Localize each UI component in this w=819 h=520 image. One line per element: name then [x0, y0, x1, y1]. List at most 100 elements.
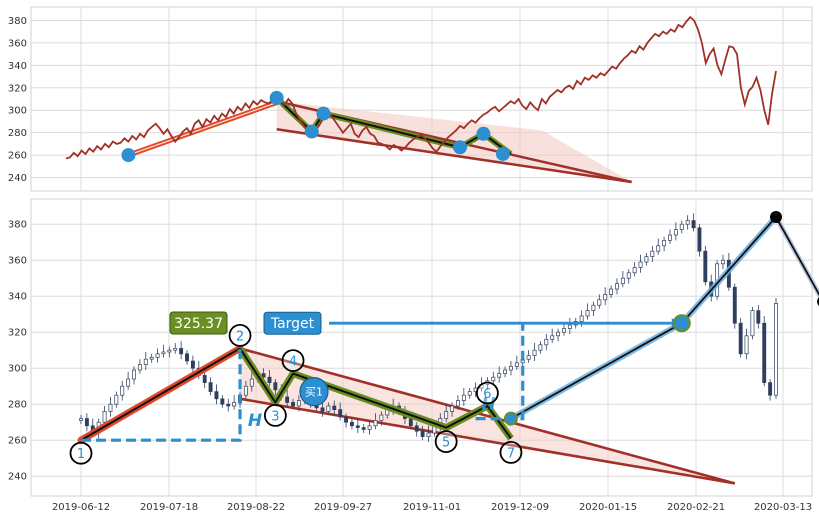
candle-body	[208, 382, 213, 392]
candle-body	[562, 328, 566, 333]
bottom-y-tick-label: 280	[8, 400, 27, 411]
candle-body	[220, 398, 225, 405]
candle-body	[296, 400, 301, 407]
candle-body	[638, 261, 643, 268]
candle-body	[273, 382, 278, 391]
h-label-left: H	[248, 411, 262, 431]
height-dashed-left	[81, 348, 242, 442]
pattern-point-circle	[434, 430, 458, 454]
candle-body	[185, 353, 189, 362]
candle-body	[650, 250, 655, 257]
candle-body	[243, 385, 248, 396]
top-y-tick-label: 260	[8, 151, 27, 162]
target-point	[672, 314, 691, 333]
pattern-point-label: 4	[289, 355, 297, 370]
candle-body	[585, 310, 590, 317]
bottom-y-tick-label: 340	[8, 292, 27, 303]
candle-body	[774, 303, 778, 396]
candle-body	[662, 240, 667, 247]
candle-body	[450, 405, 455, 412]
candle-body	[420, 430, 425, 437]
bottom-y-tick-label: 240	[8, 472, 27, 483]
candle-body	[738, 322, 743, 355]
breakout-point	[503, 411, 518, 426]
candle-body	[414, 425, 419, 432]
candle-body	[550, 335, 555, 340]
candle-body	[120, 385, 125, 396]
candle-body	[155, 353, 160, 358]
candle-body	[261, 373, 266, 378]
x-tick-label: 2019-12-09	[491, 502, 549, 513]
top-y-tick-label: 340	[8, 61, 27, 72]
candle-body	[532, 349, 537, 356]
candle-body	[503, 369, 508, 374]
candle-body	[226, 403, 231, 407]
pattern-point-circle	[228, 323, 252, 347]
pattern-point-label: 3	[271, 409, 279, 424]
candle-body	[361, 427, 366, 430]
candle-body	[526, 355, 531, 360]
candle-body	[84, 418, 89, 427]
candle-body	[190, 360, 195, 369]
candle-body	[632, 267, 637, 274]
candle-body	[668, 234, 672, 241]
candle-body	[143, 358, 148, 365]
candle-body	[326, 405, 331, 412]
top-pattern-point	[453, 140, 468, 155]
candle-body	[685, 220, 690, 225]
top-price-line	[65, 15, 777, 160]
h-label-right: H	[482, 395, 496, 415]
candle-body	[349, 421, 354, 427]
candle-body	[544, 339, 549, 346]
bottom-y-tick-label: 320	[8, 328, 27, 339]
pattern-point-circle	[499, 440, 523, 464]
target-label: Target	[270, 316, 315, 332]
candle-body	[232, 402, 237, 407]
pattern-point-circle	[263, 403, 287, 427]
candle-body	[768, 382, 773, 396]
top-y-ticks: 240 260 280 300 320 340 360 380	[8, 16, 27, 184]
candle-body	[426, 432, 431, 437]
pattern-point-label: 7	[507, 446, 515, 461]
bottom-y-tick-label: 380	[8, 220, 27, 231]
candle-body	[579, 315, 584, 322]
top-pattern-point	[269, 90, 284, 105]
candle-body	[137, 364, 142, 371]
top-y-tick-label: 380	[8, 16, 27, 27]
candle-body	[744, 335, 749, 355]
top-pattern-point	[476, 126, 491, 141]
candle-body	[132, 369, 136, 380]
candle-body	[214, 391, 219, 400]
target-label-box	[263, 311, 322, 335]
candle-body	[491, 376, 496, 382]
pattern-point-circle	[475, 381, 499, 405]
x-tick-label: 2020-03-13	[754, 502, 812, 513]
bottom-y-tick-label: 260	[8, 436, 27, 447]
price-label-box	[169, 311, 228, 335]
top-y-tick-label: 280	[8, 128, 27, 139]
price-label: 325.37	[174, 316, 223, 332]
candle-body	[697, 227, 702, 252]
crash-point	[770, 211, 782, 223]
candle-body	[497, 373, 502, 378]
candle-body	[609, 288, 614, 295]
top-y-tick-label: 300	[8, 106, 27, 117]
candle-body	[149, 357, 154, 360]
candle-body	[626, 272, 631, 279]
pattern-point-circle	[281, 349, 305, 373]
candle-body	[455, 400, 460, 407]
pattern-point-circle	[69, 441, 93, 465]
top-y-tick-label: 360	[8, 38, 27, 49]
candle-body	[114, 394, 119, 405]
top-pattern-point	[495, 146, 510, 161]
candle-body	[514, 362, 519, 367]
candle-body	[750, 310, 755, 337]
x-tick-label: 2019-06-12	[52, 502, 110, 513]
candle-body	[79, 418, 83, 421]
candle-body	[338, 409, 343, 418]
top-y-tick-label: 240	[8, 173, 27, 184]
candle-body	[332, 405, 337, 410]
candle-body	[597, 299, 602, 306]
pattern-point-label: 5	[442, 436, 450, 451]
